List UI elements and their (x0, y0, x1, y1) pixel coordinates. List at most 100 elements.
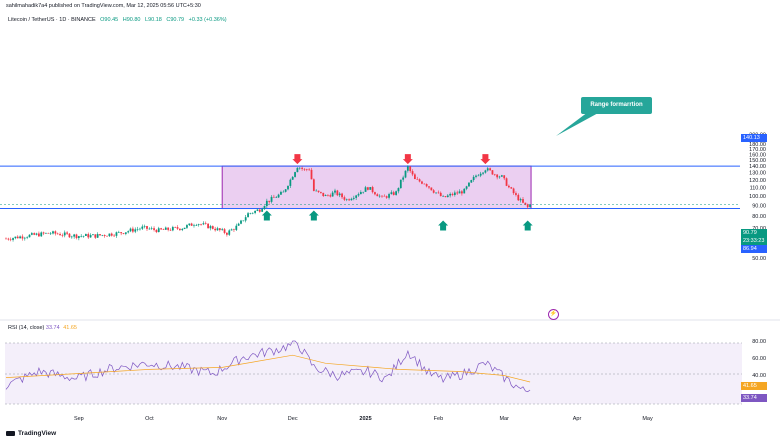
rsi-tick-40: 40.00 (752, 373, 766, 379)
candle-body (423, 183, 426, 185)
candle-body (472, 176, 475, 181)
y-tick-label: 180.00 (749, 142, 766, 148)
rsi-tick-60: 60.00 (752, 356, 766, 362)
candle-body (345, 199, 348, 200)
callout-pointer (556, 112, 600, 136)
candle-body (498, 176, 501, 178)
candle-body (251, 212, 254, 214)
candle-body (362, 191, 365, 193)
candle-body (218, 228, 221, 231)
candle-body (197, 224, 200, 226)
range-callout[interactable]: Range formarrtion (581, 97, 652, 114)
candle-body (148, 228, 151, 230)
candle-body (169, 229, 172, 231)
candle-body (101, 235, 104, 236)
y-tick-label: 150.00 (749, 158, 766, 164)
candle-body (453, 192, 456, 195)
candle-body (174, 227, 177, 228)
candle-body (19, 236, 21, 239)
candle-body (103, 235, 106, 236)
candle-body (61, 235, 64, 236)
candle-body (49, 233, 52, 235)
candle-body (129, 228, 132, 232)
candle-body (136, 229, 139, 230)
candle-body (186, 225, 188, 228)
rsi-ma-tag: 41.65 (741, 382, 767, 390)
candle-body (451, 193, 454, 195)
ohlc-low: L90.18 (145, 17, 162, 23)
candle-body (355, 195, 358, 198)
candle-body (115, 232, 118, 236)
candle-body (47, 232, 50, 234)
candle-body (124, 232, 127, 234)
candle-body (465, 186, 468, 189)
candle-body (395, 191, 397, 195)
candle-body (139, 228, 141, 230)
up-arrow-icon (261, 210, 272, 221)
candle-body (204, 223, 207, 224)
candle-body (446, 195, 449, 198)
candle-body (352, 197, 355, 199)
candle-body (9, 239, 12, 241)
candle-body (85, 234, 87, 236)
lightning-icon[interactable]: ⚡ (548, 309, 559, 320)
range-box (221, 165, 532, 210)
tradingview-logo[interactable]: TradingView (6, 430, 56, 437)
candle-body (28, 234, 31, 238)
candle-body (110, 233, 113, 236)
candle-body (68, 233, 71, 238)
candle-body (320, 191, 322, 193)
rsi-tick-80: 80.00 (752, 339, 766, 345)
candle-body (486, 168, 489, 171)
candle-body (188, 223, 191, 226)
candle-body (153, 228, 155, 230)
candle-body (7, 238, 10, 240)
candle-body (132, 228, 134, 232)
candle-body (52, 231, 54, 234)
x-tick-label: Apr (573, 416, 582, 422)
candle-body (200, 224, 202, 225)
candle-body (87, 234, 90, 238)
rsi-legend[interactable]: RSI (14, close) 33.74 41.65 (8, 325, 77, 331)
symbol-line: Litecoin / TetherUS · 1D · BINANCE O90.4… (8, 17, 227, 23)
y-tick-label: 130.00 (749, 171, 766, 177)
candle-body (66, 232, 68, 234)
candle-body (444, 196, 447, 198)
candle-body (390, 192, 393, 195)
candle-body (479, 173, 482, 176)
candle-body (261, 209, 264, 212)
candle-body (421, 181, 423, 184)
candle-body (38, 233, 40, 237)
candle-body (242, 220, 245, 222)
candle-body (367, 187, 369, 190)
publisher-line: sahilmahadik7a4 published on TradingView… (6, 3, 201, 9)
candle-body (167, 227, 170, 230)
candle-body (364, 187, 367, 192)
candle-body (209, 226, 212, 229)
candle-body (221, 229, 224, 231)
candle-body (350, 198, 353, 201)
candle-body (282, 191, 285, 193)
candle-body (280, 191, 282, 195)
y-tick-label: 80.00 (752, 214, 766, 220)
candle-body (522, 199, 524, 203)
candle-body (496, 174, 499, 178)
candle-body (381, 195, 383, 197)
candle-body (341, 193, 343, 198)
candle-body (183, 227, 186, 229)
candle-body (369, 187, 372, 190)
candle-body (357, 194, 360, 196)
candle-body (75, 234, 78, 239)
candle-body (207, 223, 209, 229)
candle-body (425, 184, 428, 187)
candle-body (30, 233, 33, 235)
candle-body (92, 234, 94, 236)
symbol-title[interactable]: Litecoin / TetherUS · 1D · BINANCE (8, 17, 96, 23)
candle-body (265, 200, 268, 207)
up-arrow-icon (522, 220, 533, 231)
candle-body (263, 206, 266, 210)
candle-body (376, 194, 379, 197)
x-tick-label: Sep (74, 416, 84, 422)
candle-body (327, 195, 329, 196)
